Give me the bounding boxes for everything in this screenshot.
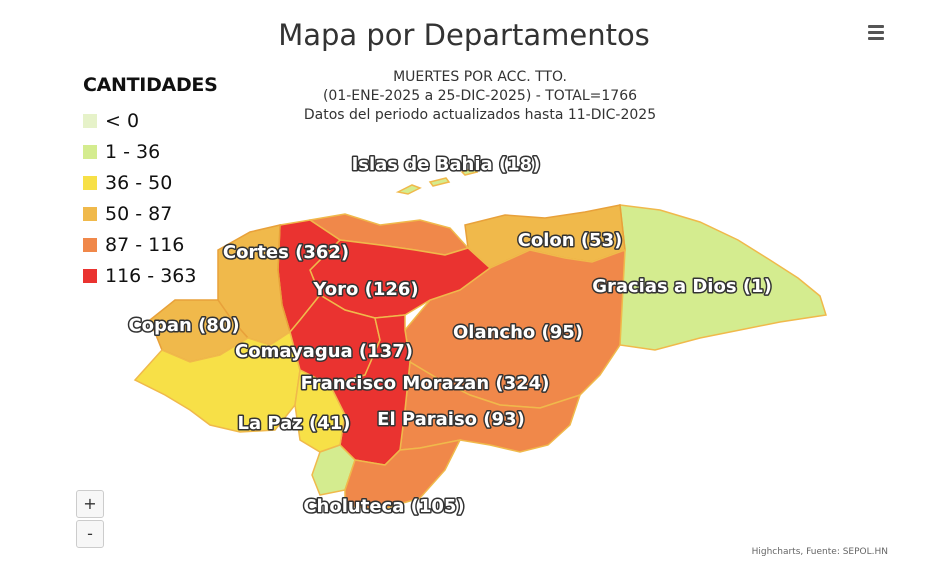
- label-choluteca: Choluteca (105): [303, 496, 464, 517]
- region-islas-de-bahia[interactable]: [395, 167, 479, 195]
- legend-label: 50 - 87: [105, 202, 173, 225]
- label-islas-de-bahia: Islas de Bahia (18): [352, 154, 541, 175]
- legend-swatch: [83, 113, 97, 128]
- zoom-in-button[interactable]: +: [76, 490, 104, 518]
- legend-label: 116 - 363: [105, 264, 197, 287]
- legend-item[interactable]: 36 - 50: [83, 167, 218, 198]
- zoom-out-button[interactable]: -: [76, 520, 104, 548]
- label-gracias-a-dios: Gracias a Dios (1): [592, 276, 772, 297]
- legend-label: 1 - 36: [105, 140, 161, 163]
- legend-title: CANTIDADES: [83, 74, 218, 96]
- legend-item[interactable]: 116 - 363: [83, 260, 218, 291]
- legend-item[interactable]: 50 - 87: [83, 198, 218, 229]
- subtitle-line-3: Datos del periodo actualizados hasta 11-…: [303, 107, 657, 123]
- region-choluteca[interactable]: [344, 438, 462, 511]
- legend-label: 36 - 50: [105, 171, 173, 194]
- legend-swatch: [83, 175, 97, 190]
- map-title: Mapa por Departamentos: [278, 18, 650, 52]
- subtitle-line-1: MUERTES POR ACC. TTO.: [393, 69, 567, 85]
- label-el-paraiso: El Paraiso (93): [377, 409, 525, 430]
- legend-item[interactable]: 1 - 36: [83, 136, 218, 167]
- subtitle-line-2: (01-ENE-2025 a 25-DIC-2025) - TOTAL=1766: [322, 88, 638, 104]
- legend-label: 87 - 116: [105, 233, 185, 256]
- label-la-paz: La Paz (41): [238, 413, 351, 434]
- hamburger-icon: [868, 25, 884, 28]
- label-cortes: Cortes (362): [223, 242, 349, 263]
- context-menu-button[interactable]: [862, 22, 890, 46]
- legend-item[interactable]: < 0: [83, 105, 218, 136]
- label-copan: Copan (80): [128, 315, 239, 336]
- label-francisco-morazan: Francisco Morazan (324): [301, 373, 550, 394]
- label-olancho: Olancho (95): [453, 322, 583, 343]
- legend: CANTIDADES < 0 1 - 36 36 - 50 50 - 87 87…: [83, 74, 218, 291]
- legend-swatch: [83, 206, 97, 221]
- legend-swatch: [83, 237, 97, 252]
- legend-swatch: [83, 144, 97, 159]
- legend-swatch: [83, 268, 97, 283]
- label-colon: Colon (53): [518, 230, 623, 251]
- legend-item[interactable]: 87 - 116: [83, 229, 218, 260]
- label-comayagua: Comayagua (137): [235, 341, 413, 362]
- legend-label: < 0: [105, 109, 140, 132]
- label-yoro: Yoro (126): [312, 279, 418, 300]
- credits-link[interactable]: Highcharts, Fuente: SEPOL.HN: [751, 547, 888, 557]
